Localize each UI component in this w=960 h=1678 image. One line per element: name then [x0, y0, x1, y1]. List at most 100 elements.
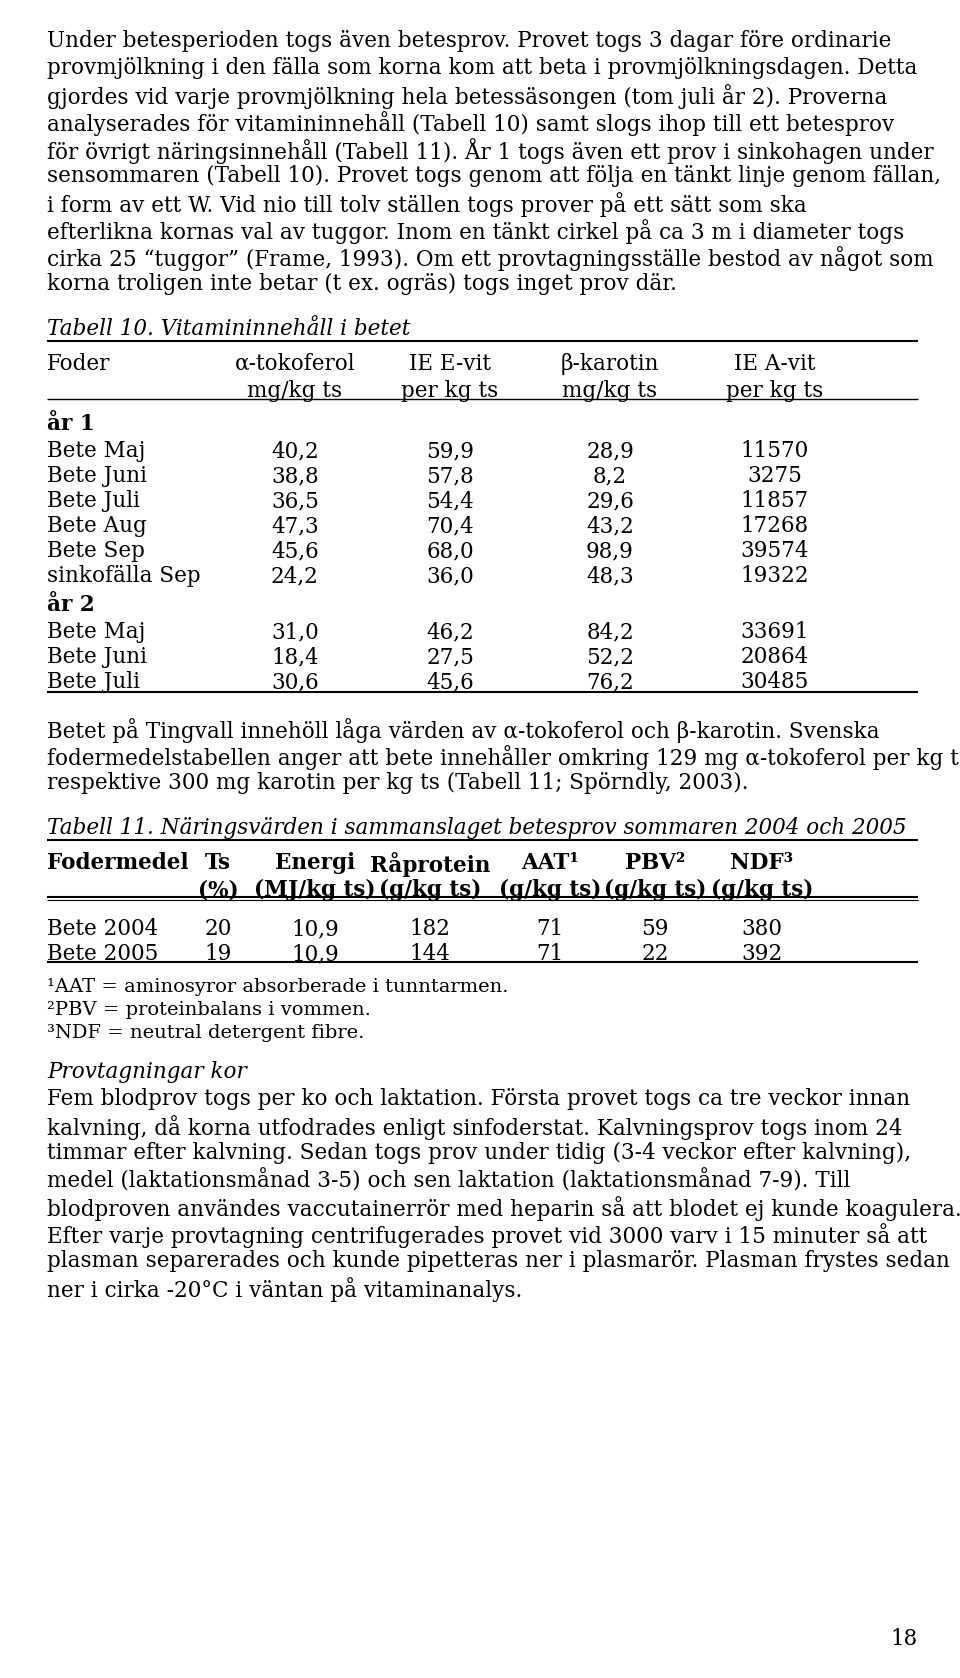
- Text: 17268: 17268: [741, 515, 809, 537]
- Text: 43,2: 43,2: [586, 515, 634, 537]
- Text: gjordes vid varje provmjölkning hela betessäsongen (tom juli år 2). Proverna: gjordes vid varje provmjölkning hela bet…: [47, 84, 887, 109]
- Text: 59: 59: [641, 918, 669, 940]
- Text: 28,9: 28,9: [586, 440, 634, 461]
- Text: 59,9: 59,9: [426, 440, 474, 461]
- Text: IE E-vit: IE E-vit: [409, 352, 491, 374]
- Text: Bete Maj: Bete Maj: [47, 440, 145, 461]
- Text: plasman separerades och kunde pipetteras ner i plasmarör. Plasman frystes sedan: plasman separerades och kunde pipetteras…: [47, 1250, 949, 1272]
- Text: 20: 20: [204, 918, 231, 940]
- Text: 11570: 11570: [741, 440, 809, 461]
- Text: (g/kg ts): (g/kg ts): [604, 879, 707, 901]
- Text: 11857: 11857: [741, 490, 809, 512]
- Text: Efter varje provtagning centrifugerades provet vid 3000 varv i 15 minuter så att: Efter varje provtagning centrifugerades …: [47, 1223, 927, 1248]
- Text: Bete Maj: Bete Maj: [47, 621, 145, 643]
- Text: per kg ts: per kg ts: [727, 379, 824, 403]
- Text: 392: 392: [741, 943, 782, 965]
- Text: 36,0: 36,0: [426, 565, 474, 587]
- Text: 76,2: 76,2: [587, 671, 634, 693]
- Text: 40,2: 40,2: [271, 440, 319, 461]
- Text: 19: 19: [204, 943, 231, 965]
- Text: 39574: 39574: [741, 540, 809, 562]
- Text: (g/kg ts): (g/kg ts): [379, 879, 481, 901]
- Text: 57,8: 57,8: [426, 465, 474, 487]
- Text: 33691: 33691: [741, 621, 809, 643]
- Text: per kg ts: per kg ts: [401, 379, 498, 403]
- Text: cirka 25 “tuggor” (Frame, 1993). Om ett provtagningsställe bestod av något som: cirka 25 “tuggor” (Frame, 1993). Om ett …: [47, 247, 934, 270]
- Text: år 2: år 2: [47, 594, 95, 616]
- Text: 31,0: 31,0: [271, 621, 319, 643]
- Text: 45,6: 45,6: [271, 540, 319, 562]
- Text: 70,4: 70,4: [426, 515, 474, 537]
- Text: Bete Juni: Bete Juni: [47, 465, 147, 487]
- Text: ²PBV = proteinbalans i vommen.: ²PBV = proteinbalans i vommen.: [47, 1002, 371, 1019]
- Text: (g/kg ts): (g/kg ts): [710, 879, 813, 901]
- Text: 144: 144: [410, 943, 450, 965]
- Text: 46,2: 46,2: [426, 621, 474, 643]
- Text: Fodermedel: Fodermedel: [47, 852, 188, 874]
- Text: 10,9: 10,9: [291, 918, 339, 940]
- Text: 3275: 3275: [748, 465, 803, 487]
- Text: i form av ett W. Vid nio till tolv ställen togs prover på ett sätt som ska: i form av ett W. Vid nio till tolv ställ…: [47, 191, 806, 216]
- Text: medel (laktationsmånad 3-5) och sen laktation (laktationsmånad 7-9). Till: medel (laktationsmånad 3-5) och sen lakt…: [47, 1170, 851, 1193]
- Text: Bete Juli: Bete Juli: [47, 671, 140, 693]
- Text: för övrigt näringsinnehåll (Tabell 11). År 1 togs även ett prov i sinkohagen und: för övrigt näringsinnehåll (Tabell 11). …: [47, 138, 934, 164]
- Text: respektive 300 mg karotin per kg ts (Tabell 11; Spörndly, 2003).: respektive 300 mg karotin per kg ts (Tab…: [47, 772, 749, 794]
- Text: AAT¹: AAT¹: [521, 852, 579, 874]
- Text: Bete Sep: Bete Sep: [47, 540, 145, 562]
- Text: 27,5: 27,5: [426, 646, 474, 668]
- Text: α-tokoferol: α-tokoferol: [234, 352, 355, 374]
- Text: efterlikna kornas val av tuggor. Inom en tänkt cirkel på ca 3 m i diameter togs: efterlikna kornas val av tuggor. Inom en…: [47, 220, 904, 243]
- Text: Under betesperioden togs även betesprov. Provet togs 3 dagar före ordinarie: Under betesperioden togs även betesprov.…: [47, 30, 892, 52]
- Text: (%): (%): [198, 879, 238, 901]
- Text: ³NDF = neutral detergent fibre.: ³NDF = neutral detergent fibre.: [47, 1024, 365, 1042]
- Text: PBV²: PBV²: [625, 852, 685, 874]
- Text: 182: 182: [410, 918, 450, 940]
- Text: 18,4: 18,4: [271, 646, 319, 668]
- Text: Bete Juni: Bete Juni: [47, 646, 147, 668]
- Text: 52,2: 52,2: [586, 646, 634, 668]
- Text: fodermedelstabellen anger att bete innehåller omkring 129 mg α-tokoferol per kg : fodermedelstabellen anger att bete inneh…: [47, 745, 960, 770]
- Text: 22: 22: [641, 943, 669, 965]
- Text: Bete Juli: Bete Juli: [47, 490, 140, 512]
- Text: timmar efter kalvning. Sedan togs prov under tidig (3-4 veckor efter kalvning),: timmar efter kalvning. Sedan togs prov u…: [47, 1143, 911, 1165]
- Text: ner i cirka -20°C i väntan på vitaminanalys.: ner i cirka -20°C i väntan på vitaminana…: [47, 1277, 522, 1302]
- Text: ¹AAT = aminosyror absorberade i tunntarmen.: ¹AAT = aminosyror absorberade i tunntarm…: [47, 978, 509, 997]
- Text: Bete 2005: Bete 2005: [47, 943, 158, 965]
- Text: 54,4: 54,4: [426, 490, 474, 512]
- Text: sensommaren (Tabell 10). Provet togs genom att följa en tänkt linje genom fällan: sensommaren (Tabell 10). Provet togs gen…: [47, 164, 941, 186]
- Text: Energi: Energi: [275, 852, 355, 874]
- Text: mg/kg ts: mg/kg ts: [248, 379, 343, 403]
- Text: Foder: Foder: [47, 352, 110, 374]
- Text: 30,6: 30,6: [271, 671, 319, 693]
- Text: 10,9: 10,9: [291, 943, 339, 965]
- Text: 20864: 20864: [741, 646, 809, 668]
- Text: 18: 18: [891, 1628, 918, 1649]
- Text: 98,9: 98,9: [586, 540, 634, 562]
- Text: 84,2: 84,2: [587, 621, 634, 643]
- Text: 47,3: 47,3: [271, 515, 319, 537]
- Text: 36,5: 36,5: [271, 490, 319, 512]
- Text: blodproven användes vaccutainerrör med heparin så att blodet ej kunde koagulera.: blodproven användes vaccutainerrör med h…: [47, 1196, 960, 1222]
- Text: sinkofälla Sep: sinkofälla Sep: [47, 565, 201, 587]
- Text: Tabell 10. Vitamininnehåll i betet: Tabell 10. Vitamininnehåll i betet: [47, 319, 410, 341]
- Text: 48,3: 48,3: [587, 565, 634, 587]
- Text: 45,6: 45,6: [426, 671, 474, 693]
- Text: 380: 380: [741, 918, 782, 940]
- Text: Ts: Ts: [205, 852, 231, 874]
- Text: 30485: 30485: [741, 671, 809, 693]
- Text: 29,6: 29,6: [586, 490, 634, 512]
- Text: provmjölkning i den fälla som korna kom att beta i provmjölkningsdagen. Detta: provmjölkning i den fälla som korna kom …: [47, 57, 918, 79]
- Text: mg/kg ts: mg/kg ts: [563, 379, 658, 403]
- Text: 68,0: 68,0: [426, 540, 474, 562]
- Text: IE A-vit: IE A-vit: [734, 352, 816, 374]
- Text: Bete 2004: Bete 2004: [47, 918, 158, 940]
- Text: 19322: 19322: [741, 565, 809, 587]
- Text: Bete Aug: Bete Aug: [47, 515, 147, 537]
- Text: kalvning, då korna utfodrades enligt sinfoderstat. Kalvningsprov togs inom 24: kalvning, då korna utfodrades enligt sin…: [47, 1114, 902, 1139]
- Text: Provtagningar kor: Provtagningar kor: [47, 1060, 247, 1082]
- Text: NDF³: NDF³: [731, 852, 794, 874]
- Text: 24,2: 24,2: [271, 565, 319, 587]
- Text: Råprotein: Råprotein: [370, 852, 491, 878]
- Text: korna troligen inte betar (t ex. ogräs) togs inget prov där.: korna troligen inte betar (t ex. ogräs) …: [47, 274, 677, 295]
- Text: år 1: år 1: [47, 413, 95, 435]
